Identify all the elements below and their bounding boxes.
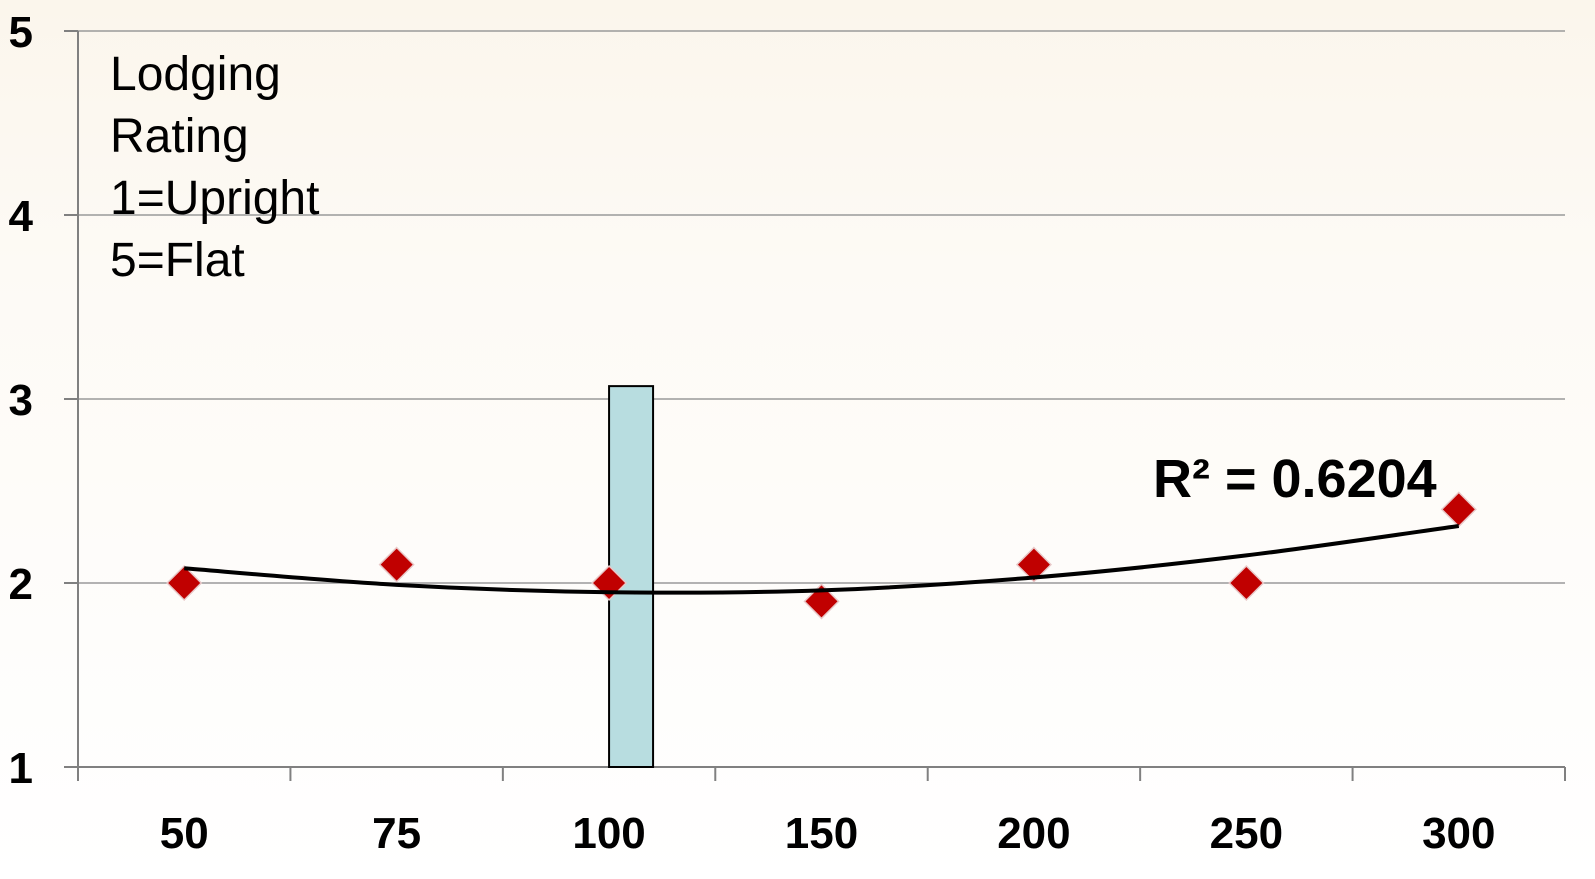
data-point (803, 583, 840, 620)
data-points (166, 491, 1477, 620)
gridlines (78, 30, 1565, 584)
annotation-line-3: 1=Upright (110, 172, 319, 225)
y-tick-label: 4 (9, 192, 34, 241)
annotation-line-1: Lodging (110, 48, 281, 101)
x-tick-label: 200 (997, 809, 1070, 858)
annotation-line-4: 5=Flat (110, 234, 245, 287)
data-point (378, 546, 415, 583)
annotation-line-2: Rating (110, 110, 249, 163)
r-squared-label: R² = 0.6204 (1153, 449, 1437, 509)
y-tick-labels: 1 2 3 4 5 (9, 8, 78, 793)
x-tick-label: 300 (1422, 809, 1495, 858)
trendline (184, 523, 1460, 595)
y-tick-label: 1 (9, 744, 33, 793)
x-tick-label: 50 (160, 809, 209, 858)
x-tick-label: 150 (785, 809, 858, 858)
x-tick-label: 100 (572, 809, 645, 858)
y-tick-label: 3 (9, 376, 33, 425)
data-point (1015, 546, 1052, 583)
y-tick-label: 2 (9, 560, 33, 609)
x-tick-label: 250 (1210, 809, 1283, 858)
trendline-layer (184, 523, 1460, 595)
annotation-text: Lodging Rating 1=Upright 5=Flat (110, 48, 333, 287)
data-point (1228, 564, 1265, 602)
x-tick-label: 75 (372, 809, 421, 858)
data-point (166, 564, 203, 602)
y-tick-label: 5 (9, 8, 33, 57)
data-point (1440, 491, 1477, 528)
x-tick-labels: 50 75 100 150 200 250 300 (77, 767, 1566, 858)
